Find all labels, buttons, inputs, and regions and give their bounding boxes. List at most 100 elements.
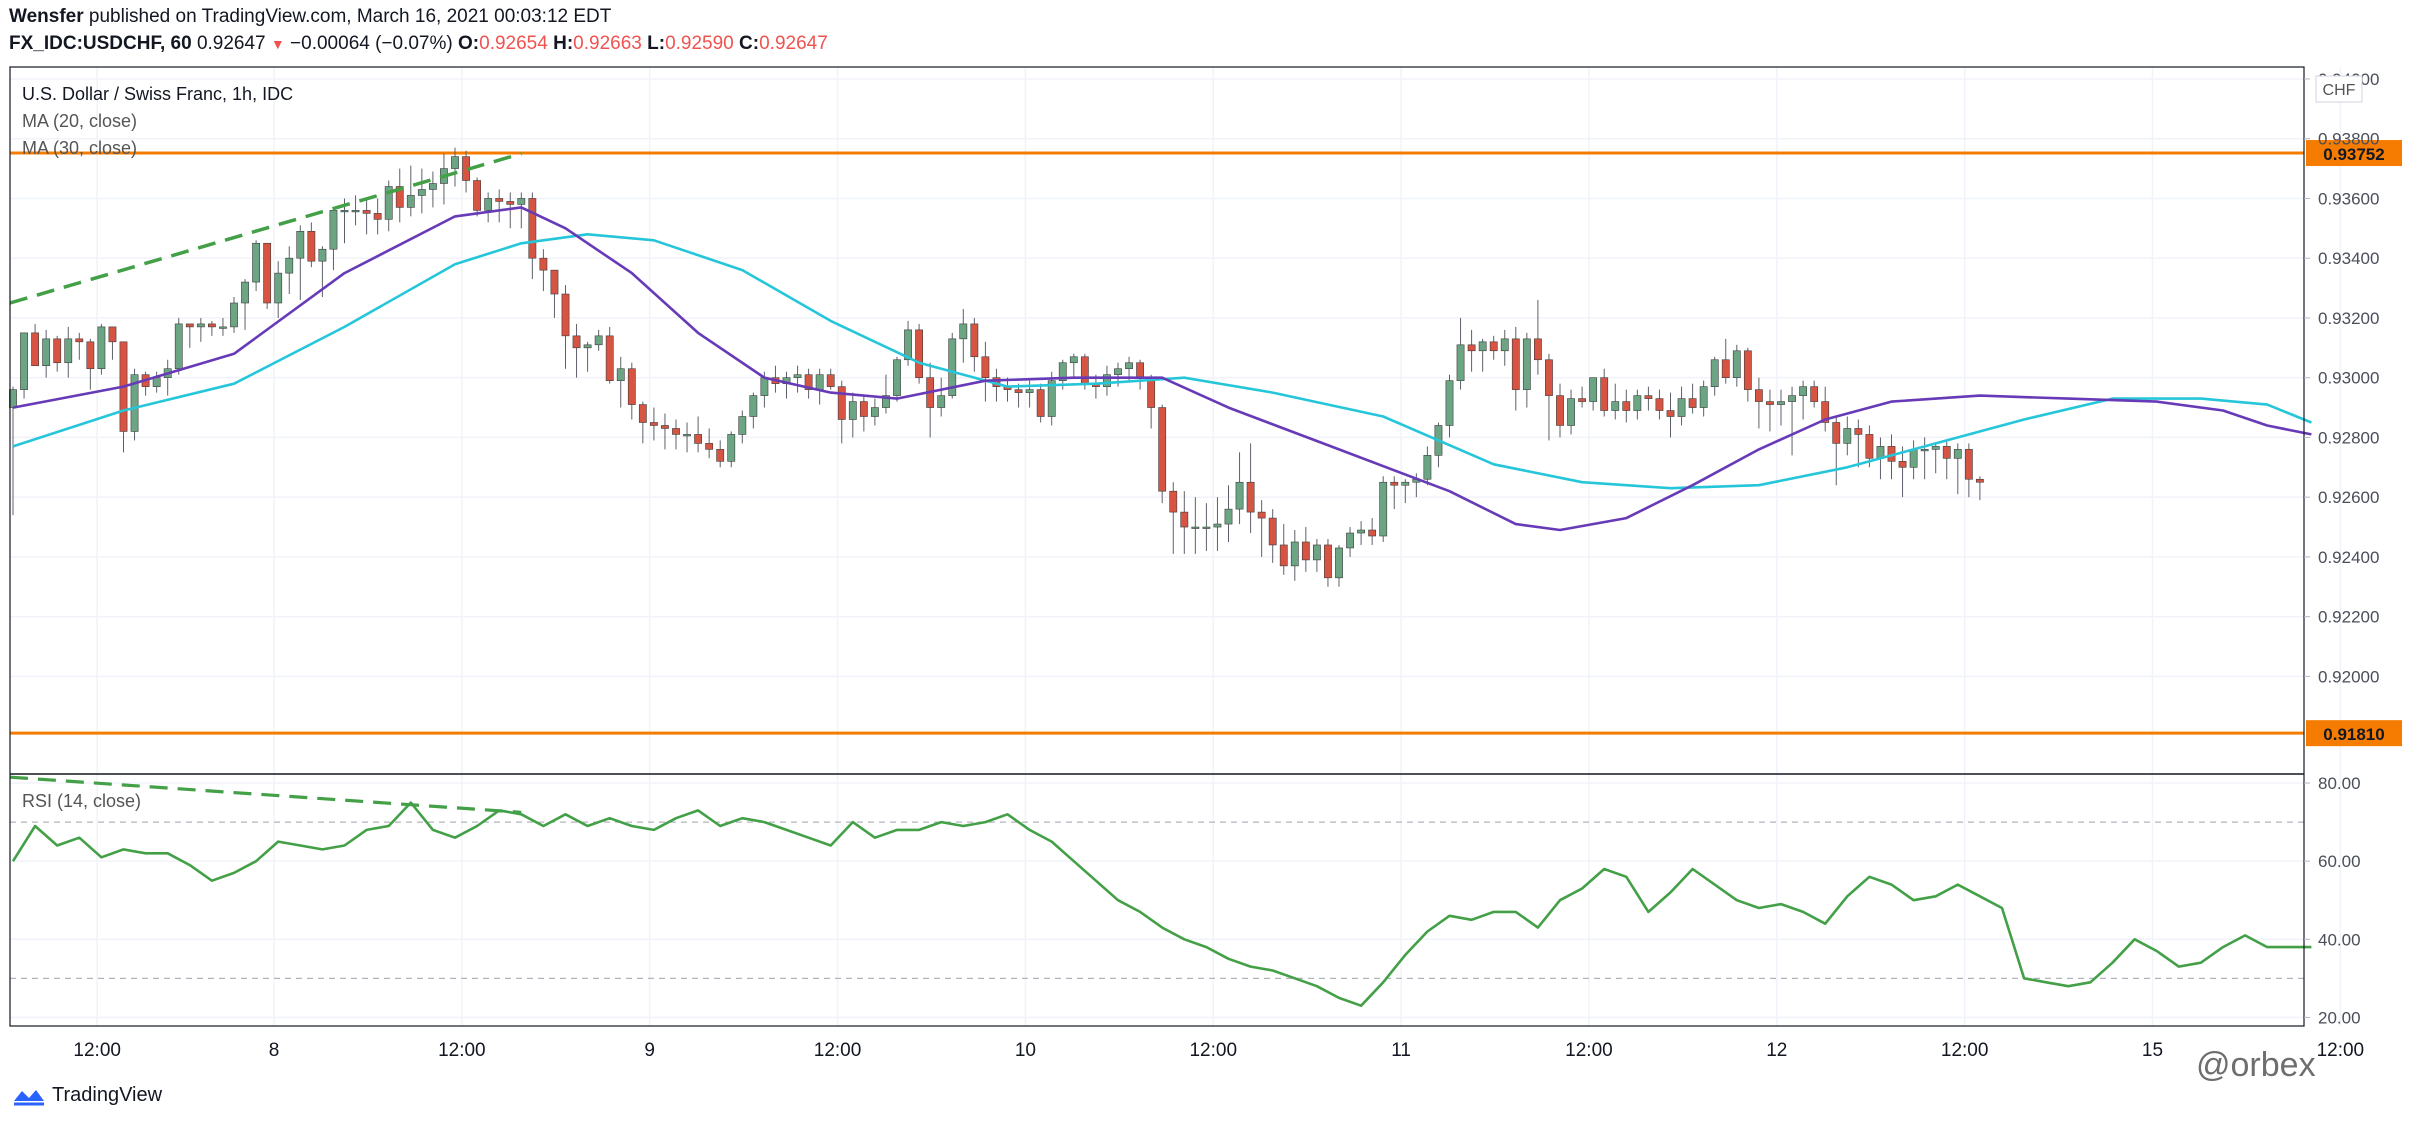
price-tick-label: 0.92200 (2318, 608, 2379, 627)
candle-body (804, 374, 813, 390)
candle-body (428, 183, 437, 190)
candle-body (1025, 389, 1034, 393)
candle-body (826, 374, 835, 387)
candle-body (1478, 341, 1487, 352)
candle-body (1788, 395, 1796, 402)
candle-body (904, 329, 912, 361)
candle-body (915, 329, 923, 378)
candle-body (1279, 544, 1288, 567)
candle-body (638, 404, 647, 423)
candle-body (97, 326, 106, 370)
candle-body (1556, 395, 1564, 426)
candle-body (848, 401, 857, 420)
candle-body (1732, 350, 1741, 378)
candle-body (1666, 410, 1675, 417)
candle-body (870, 407, 879, 417)
candle-body (1810, 386, 1819, 402)
moving-averages (9, 151, 2312, 532)
candle-body (1511, 338, 1520, 390)
candle-body (1346, 532, 1354, 549)
candle-body (1080, 356, 1089, 384)
rsi-legend: RSI (14, close) (22, 791, 141, 811)
time-tick-label: 12:00 (2317, 1040, 2365, 1061)
candle-body (1655, 398, 1664, 411)
candle-body (451, 156, 459, 169)
candle-body (749, 395, 758, 417)
candle-body (1898, 461, 1907, 468)
open-label: O: (458, 33, 480, 54)
candle-body (1865, 434, 1874, 459)
candle-body (1014, 389, 1023, 393)
candle-body (760, 377, 769, 396)
candle-body (196, 323, 205, 328)
level-price-label: 0.91810 (2323, 725, 2384, 744)
candle-body (1390, 481, 1399, 486)
price-change: −0.00064 (−0.07%) (290, 33, 453, 54)
rsi-tick-label: 80.00 (2318, 774, 2361, 793)
candle-body (517, 198, 526, 205)
candle-body (882, 395, 890, 408)
candle-body (473, 180, 481, 211)
candle-body (1136, 362, 1144, 378)
candle-body (1567, 398, 1575, 426)
candle-body (1832, 422, 1841, 444)
candle-body (1379, 481, 1388, 537)
brand-footer[interactable]: TradingView (12, 1084, 162, 1107)
candle-body (528, 198, 537, 259)
price-tick-label: 0.93600 (2318, 189, 2379, 208)
ma30-legend: MA (30, close) (22, 138, 137, 158)
time-tick-label: 12:00 (814, 1040, 862, 1061)
candle-body (948, 338, 957, 396)
candle-body (1313, 544, 1321, 561)
candle-body (1699, 386, 1708, 408)
candle-body (1843, 428, 1852, 444)
candle-body (373, 213, 382, 220)
candle-body (1114, 368, 1122, 375)
symbol-label: FX_IDC:USDCHF, 60 (9, 33, 192, 54)
candle-body (1976, 478, 1984, 483)
candle-body (219, 326, 227, 329)
candle-body (1169, 490, 1178, 513)
rsi-tick-label: 60.00 (2318, 852, 2361, 871)
rsi-trendline (9, 775, 522, 814)
low-value: 0.92590 (665, 33, 734, 54)
candle-body (1522, 338, 1531, 390)
candle-body (1224, 508, 1233, 525)
price-tick-label: 0.92000 (2318, 667, 2379, 686)
candle-body (340, 210, 349, 213)
price-trendline (9, 151, 522, 305)
author-name[interactable]: Wensfer (9, 6, 84, 27)
candle-body (1158, 407, 1167, 492)
candle-body (1301, 541, 1310, 561)
candle-body (318, 248, 327, 262)
orbex-watermark: @orbex (2196, 1046, 2316, 1084)
candle-body (406, 195, 415, 208)
candle-body (815, 374, 824, 390)
candle-body (1290, 541, 1299, 567)
time-axis[interactable]: 12:00 8 12:00 9 12:00 10 12:00 11 12:00 12 12:00 15… (73, 1040, 2415, 1061)
candle-body (738, 416, 747, 435)
candle-body (837, 386, 846, 420)
candle-body (1235, 481, 1244, 510)
horizontal-levels[interactable]: 0.93752 0.91810 (10, 140, 2402, 747)
candle-body (1799, 386, 1807, 396)
candle-body (108, 326, 117, 343)
candle-body (594, 335, 603, 346)
tradingview-logo-icon (14, 1089, 44, 1105)
ma20-line (12, 206, 2312, 532)
price-axis[interactable]: 0.940000.938000.936000.934000.932000.930… (2304, 70, 2379, 1027)
level-price-badge (2306, 140, 2402, 167)
candle-body (53, 338, 62, 364)
candle-body (230, 302, 238, 328)
candle-body (572, 335, 581, 349)
time-tick-label: 11 (1391, 1040, 1411, 1061)
candle-body (893, 359, 901, 396)
ma20-legend: MA (20, close) (22, 111, 137, 131)
candle-body (649, 422, 658, 426)
down-arrow-icon: ▼ (270, 36, 285, 52)
candle-body (1600, 377, 1609, 411)
candle-body (1578, 398, 1586, 402)
candle-body (329, 210, 338, 250)
